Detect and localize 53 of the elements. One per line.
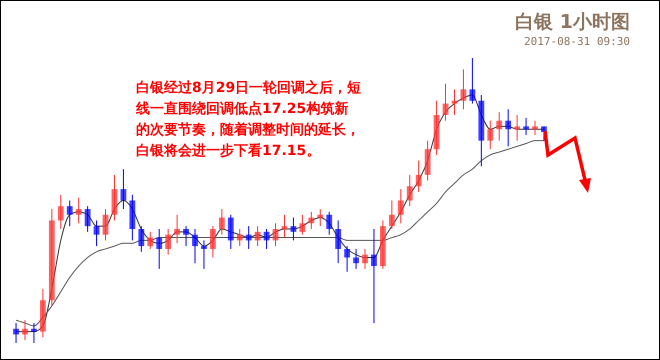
candlestick [236,228,243,247]
candlestick [58,194,64,230]
candlestick [452,88,458,116]
candlestick [353,248,359,270]
candlestick [246,226,252,250]
candlestick [13,322,19,344]
candlestick [84,206,91,232]
candlestick [416,160,422,192]
candlestick [102,208,108,241]
candlestick [264,228,270,250]
candlestick [460,68,466,110]
candlestick [505,108,512,147]
candlestick [147,231,154,250]
candlestick [308,211,314,230]
candlestick [76,197,82,224]
candlestick [210,226,216,258]
text: 2017-08-31 09:30 [524,35,630,48]
candlestick [398,188,404,224]
candlestick [218,208,225,236]
candlestick [120,168,126,210]
candlestick [254,226,261,247]
candlestick [228,214,234,250]
candlestick [496,112,502,142]
candlestick [174,214,180,244]
candlestick [469,58,476,104]
candlestick [406,174,413,207]
candlestick [344,246,350,272]
candlestick [94,220,100,247]
candlestick [326,211,332,236]
candlestick [138,226,144,252]
candlestick [442,83,448,122]
annotation: 白银经过8月29日一轮回调之后，短线一直围绕回调低点17.25构筑新的次要节奏，随着调整时间的延长，白银将会进一步下看17.15。 [135,79,362,159]
candlestick [532,120,538,136]
candlestick [371,228,377,324]
candlestick [156,228,162,270]
candlestick [165,228,172,256]
candlestick [282,214,288,238]
candlestick [299,214,306,236]
candlestick [22,320,28,341]
candlestick [335,220,342,264]
candlestick [290,217,296,241]
candlestick [272,222,278,247]
candlestick [201,240,207,270]
candlestick [487,120,494,150]
candlestick [192,228,198,264]
candlestick [362,248,368,270]
candlestick [31,322,37,344]
candlestick [66,200,73,227]
candlestick [523,117,529,136]
chart-title: 白银 1小时图 [515,11,630,33]
candlestick [388,200,395,230]
candlestick [514,114,520,142]
candlestick [183,226,189,247]
